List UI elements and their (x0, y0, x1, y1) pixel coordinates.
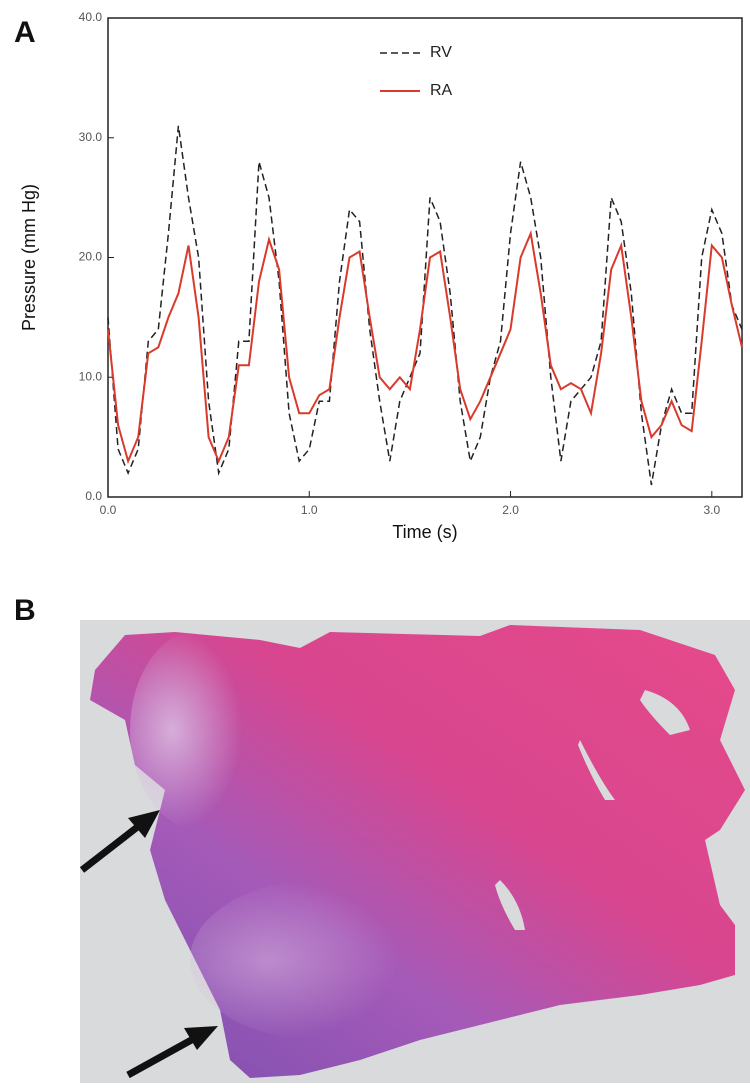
y-tick-label: 20.0 (79, 250, 103, 264)
y-tick-label: 0.0 (85, 489, 102, 503)
series-line (107, 229, 743, 465)
x-tick-label: 1.0 (301, 503, 318, 517)
x-tick-label: 3.0 (703, 503, 720, 517)
x-axis-label: Time (s) (392, 522, 457, 542)
tissue-gap (495, 880, 525, 930)
y-tick-label: 40.0 (79, 10, 103, 24)
plot-frame (107, 17, 743, 498)
chart: 0.0 10.0 20.0 30.0 40.0 0.0 1.0 2.0 3.0 Time (s) P… (19, 10, 743, 542)
x-tick-label: 0.0 (100, 503, 117, 517)
y-tick-label: 10.0 (79, 369, 103, 383)
series-line (107, 125, 743, 486)
arrow (126, 1026, 218, 1079)
panel-label: B (14, 594, 36, 627)
arrow (79, 810, 160, 873)
x-tick-label: 2.0 (502, 503, 519, 517)
legend-label: RA (430, 82, 453, 99)
panel-label: A (14, 16, 36, 49)
tissue-gap (578, 740, 615, 800)
tissue-gap (640, 690, 690, 735)
y-axis-label: Pressure (mm Hg) (19, 184, 39, 331)
pale-region (190, 880, 450, 1040)
pale-region (130, 630, 270, 830)
histology-image (79, 620, 750, 1083)
legend-label: RV (430, 44, 452, 61)
y-tick-label: 30.0 (79, 130, 103, 144)
